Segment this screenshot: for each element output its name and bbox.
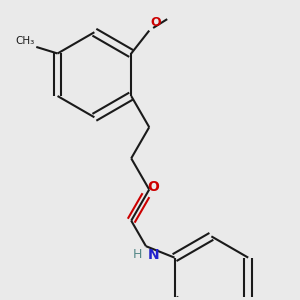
Text: H: H bbox=[133, 248, 142, 261]
Text: CH₃: CH₃ bbox=[15, 36, 34, 46]
Text: O: O bbox=[148, 179, 159, 194]
Text: O: O bbox=[150, 16, 161, 29]
Text: N: N bbox=[148, 248, 159, 262]
